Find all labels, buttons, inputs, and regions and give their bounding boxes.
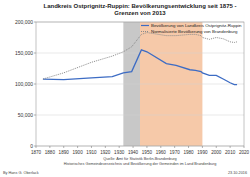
x-tick-label: 1970 (170, 150, 181, 155)
source: Quelle: Amt für Statistik Berlin-Branden… (103, 157, 176, 161)
x-tick-label: 2000 (211, 150, 222, 155)
x-tick-label: 1910 (86, 150, 97, 155)
lines (43, 33, 237, 85)
x-tick-label: 1930 (114, 150, 125, 155)
x-tick-label: 1880 (45, 150, 56, 155)
x-tick (146, 146, 147, 148)
x-tick-label: 1960 (156, 150, 167, 155)
x-tick-label: 1980 (183, 150, 194, 155)
chart: 0 50,000 100,000 150,000 200,000 187018801890… (0, 0, 250, 177)
x-tick (216, 146, 217, 148)
x-tick (77, 146, 78, 148)
x-tick-label: 1990 (197, 150, 208, 155)
y-tick (34, 146, 36, 147)
legend: Bevölkerung von Landkreis Ostprignitz-Ru… (141, 23, 242, 34)
legend-label: Bevölkerung von Landkreis Ostprignitz-Ru… (151, 23, 242, 28)
date: 23.10.2016 (228, 171, 247, 175)
author: By Hans G. Oberlack (3, 171, 39, 175)
x-tick (105, 146, 106, 148)
y-tick-label: 100,000 (15, 81, 33, 87)
x-tick-label: 2010 (225, 150, 236, 155)
title: Landkreis Ostprignitz-Ruppin: Bevölkerun… (43, 3, 236, 16)
x-tick-label: 2020 (239, 150, 250, 155)
grid-line (36, 84, 244, 85)
x-tick (230, 146, 231, 148)
x-tick (133, 146, 134, 148)
x-tick (160, 146, 161, 148)
y-tick-label: 200,000 (15, 19, 33, 25)
x-tick-label: 1920 (100, 150, 111, 155)
background (0, 0, 250, 177)
y-tick-label: 0 (30, 143, 33, 149)
y-tick-label: 50,000 (18, 112, 34, 118)
x-tick (91, 146, 92, 148)
x-tick (49, 146, 50, 148)
x-tick-label: 1950 (142, 150, 153, 155)
x-tick-label: 1940 (128, 150, 139, 155)
y-tick (34, 84, 36, 85)
y-tick (34, 22, 36, 23)
plot-frame (36, 22, 244, 146)
title-line: Grenzen von 2013 (114, 10, 166, 16)
source: Historisches Gemeindeverzeichnis und Bev… (64, 162, 217, 166)
x-tick (119, 146, 120, 148)
x-tick-label: 1900 (72, 150, 83, 155)
x-tick (202, 146, 203, 148)
x-tick-label: 1890 (59, 150, 70, 155)
x-tick (174, 146, 175, 148)
y-tick (34, 115, 36, 116)
grid-line (36, 115, 244, 116)
y-tick-label: 150,000 (15, 50, 33, 56)
legend-label: Normalisierte Bevölkerung von Brandenbur… (151, 29, 238, 34)
legend-swatch (141, 31, 149, 32)
title-line: Landkreis Ostprignitz-Ruppin: Bevölkerun… (43, 3, 236, 9)
x-tick (36, 146, 37, 148)
x-tick (63, 146, 64, 148)
x-tick (244, 146, 245, 148)
x-tick (188, 146, 189, 148)
series-line (43, 50, 237, 85)
legend-swatch (141, 25, 149, 26)
x-tick-label: 1870 (31, 150, 42, 155)
series-line (43, 33, 237, 80)
y-tick (34, 53, 36, 54)
